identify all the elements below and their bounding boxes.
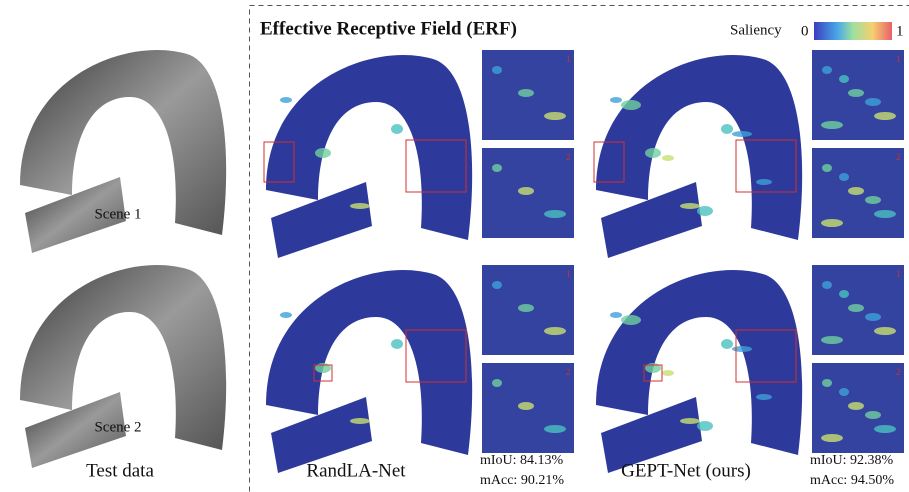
saliency-blob xyxy=(680,418,700,424)
saliency-blob xyxy=(839,173,849,181)
saliency-blob xyxy=(721,124,733,134)
saliency-blob xyxy=(756,179,772,185)
inset-label: 1 xyxy=(896,269,901,279)
saliency-blob xyxy=(822,164,832,172)
erf-cloud xyxy=(266,55,472,258)
saliency-blob xyxy=(848,402,864,410)
saliency-blob xyxy=(544,210,566,218)
erf-title: Effective Receptive Field (ERF) xyxy=(260,18,517,39)
figure: Scene 1 Scene 2 Test data Effective Rece… xyxy=(0,0,909,492)
saliency-blob xyxy=(280,312,292,318)
miou: mIoU: 92.38% xyxy=(810,453,894,468)
method-name: RandLA-Net xyxy=(306,460,406,481)
caption: Test data xyxy=(86,460,154,481)
colorbar-max: 1 xyxy=(896,23,904,39)
saliency-blob xyxy=(874,210,896,218)
inset-label: 2 xyxy=(896,367,901,377)
saliency-blob xyxy=(721,339,733,349)
saliency-blob xyxy=(865,313,881,321)
colorbar-min: 0 xyxy=(801,23,809,39)
scene-label: Scene 2 xyxy=(94,419,141,435)
saliency-blob xyxy=(518,402,534,410)
saliency-blob xyxy=(874,327,896,335)
saliency-blob xyxy=(662,370,674,376)
colorbar xyxy=(814,22,892,40)
erf-cloud xyxy=(596,270,802,473)
erf-panels: 1 2 1 2 RandLA-Net mIoU: 84.13% mAcc: 90.21% 1 2… xyxy=(264,50,904,488)
saliency-blob xyxy=(822,379,832,387)
saliency-blob xyxy=(518,304,534,312)
scene-2-cloud xyxy=(20,265,226,468)
saliency-blob xyxy=(839,290,849,298)
erf-cloud xyxy=(596,55,802,258)
saliency-blob xyxy=(821,219,843,227)
saliency-blob xyxy=(697,206,713,216)
saliency-blob xyxy=(732,131,752,137)
erf-cloud xyxy=(266,270,472,473)
saliency-blob xyxy=(874,112,896,120)
inset-label: 1 xyxy=(566,54,571,64)
saliency-blob xyxy=(350,418,370,424)
saliency-blob xyxy=(822,66,832,74)
miou: mIoU: 84.13% xyxy=(480,453,564,468)
saliency-blob xyxy=(848,304,864,312)
saliency-blob xyxy=(874,425,896,433)
saliency-blob xyxy=(544,425,566,433)
scene-label: Scene 1 xyxy=(94,206,141,222)
saliency-blob xyxy=(391,124,403,134)
inset-label: 1 xyxy=(896,54,901,64)
saliency-blob xyxy=(492,66,502,74)
saliency-blob xyxy=(492,379,502,387)
saliency-blob xyxy=(391,339,403,349)
saliency-blob xyxy=(315,148,331,158)
saliency-blob xyxy=(280,97,292,103)
saliency-blob xyxy=(865,196,881,204)
saliency-blob xyxy=(662,155,674,161)
saliency-blob xyxy=(680,203,700,209)
saliency-blob xyxy=(822,281,832,289)
saliency-blob xyxy=(756,394,772,400)
test-data: Scene 1 Scene 2 Test data xyxy=(20,50,226,481)
saliency-blob xyxy=(518,89,534,97)
saliency-blob xyxy=(518,187,534,195)
inset-label: 2 xyxy=(566,152,571,162)
saliency-blob xyxy=(544,112,566,120)
saliency-blob xyxy=(865,98,881,106)
saliency-blob xyxy=(697,421,713,431)
inset-label: 2 xyxy=(566,367,571,377)
saliency-blob xyxy=(610,97,622,103)
macc: mAcc: 94.50% xyxy=(810,473,894,488)
inset-label: 1 xyxy=(566,269,571,279)
saliency-blob xyxy=(848,187,864,195)
saliency-blob xyxy=(865,411,881,419)
saliency-blob xyxy=(821,121,843,129)
saliency-blob xyxy=(839,388,849,396)
inset-label: 2 xyxy=(896,152,901,162)
saliency-blob xyxy=(492,164,502,172)
saliency-blob xyxy=(848,89,864,97)
saliency-blob xyxy=(350,203,370,209)
saliency-blob xyxy=(621,315,641,325)
saliency-blob xyxy=(732,346,752,352)
colorbar-label: Saliency xyxy=(730,22,782,38)
saliency-blob xyxy=(492,281,502,289)
saliency-blob xyxy=(821,336,843,344)
saliency-blob xyxy=(610,312,622,318)
macc: mAcc: 90.21% xyxy=(480,473,564,488)
saliency-blob xyxy=(821,434,843,442)
saliency-blob xyxy=(544,327,566,335)
saliency-blob xyxy=(621,100,641,110)
scene-1-cloud xyxy=(20,50,226,253)
method-name: GEPT-Net (ours) xyxy=(621,460,751,481)
saliency-blob xyxy=(645,148,661,158)
saliency-blob xyxy=(839,75,849,83)
